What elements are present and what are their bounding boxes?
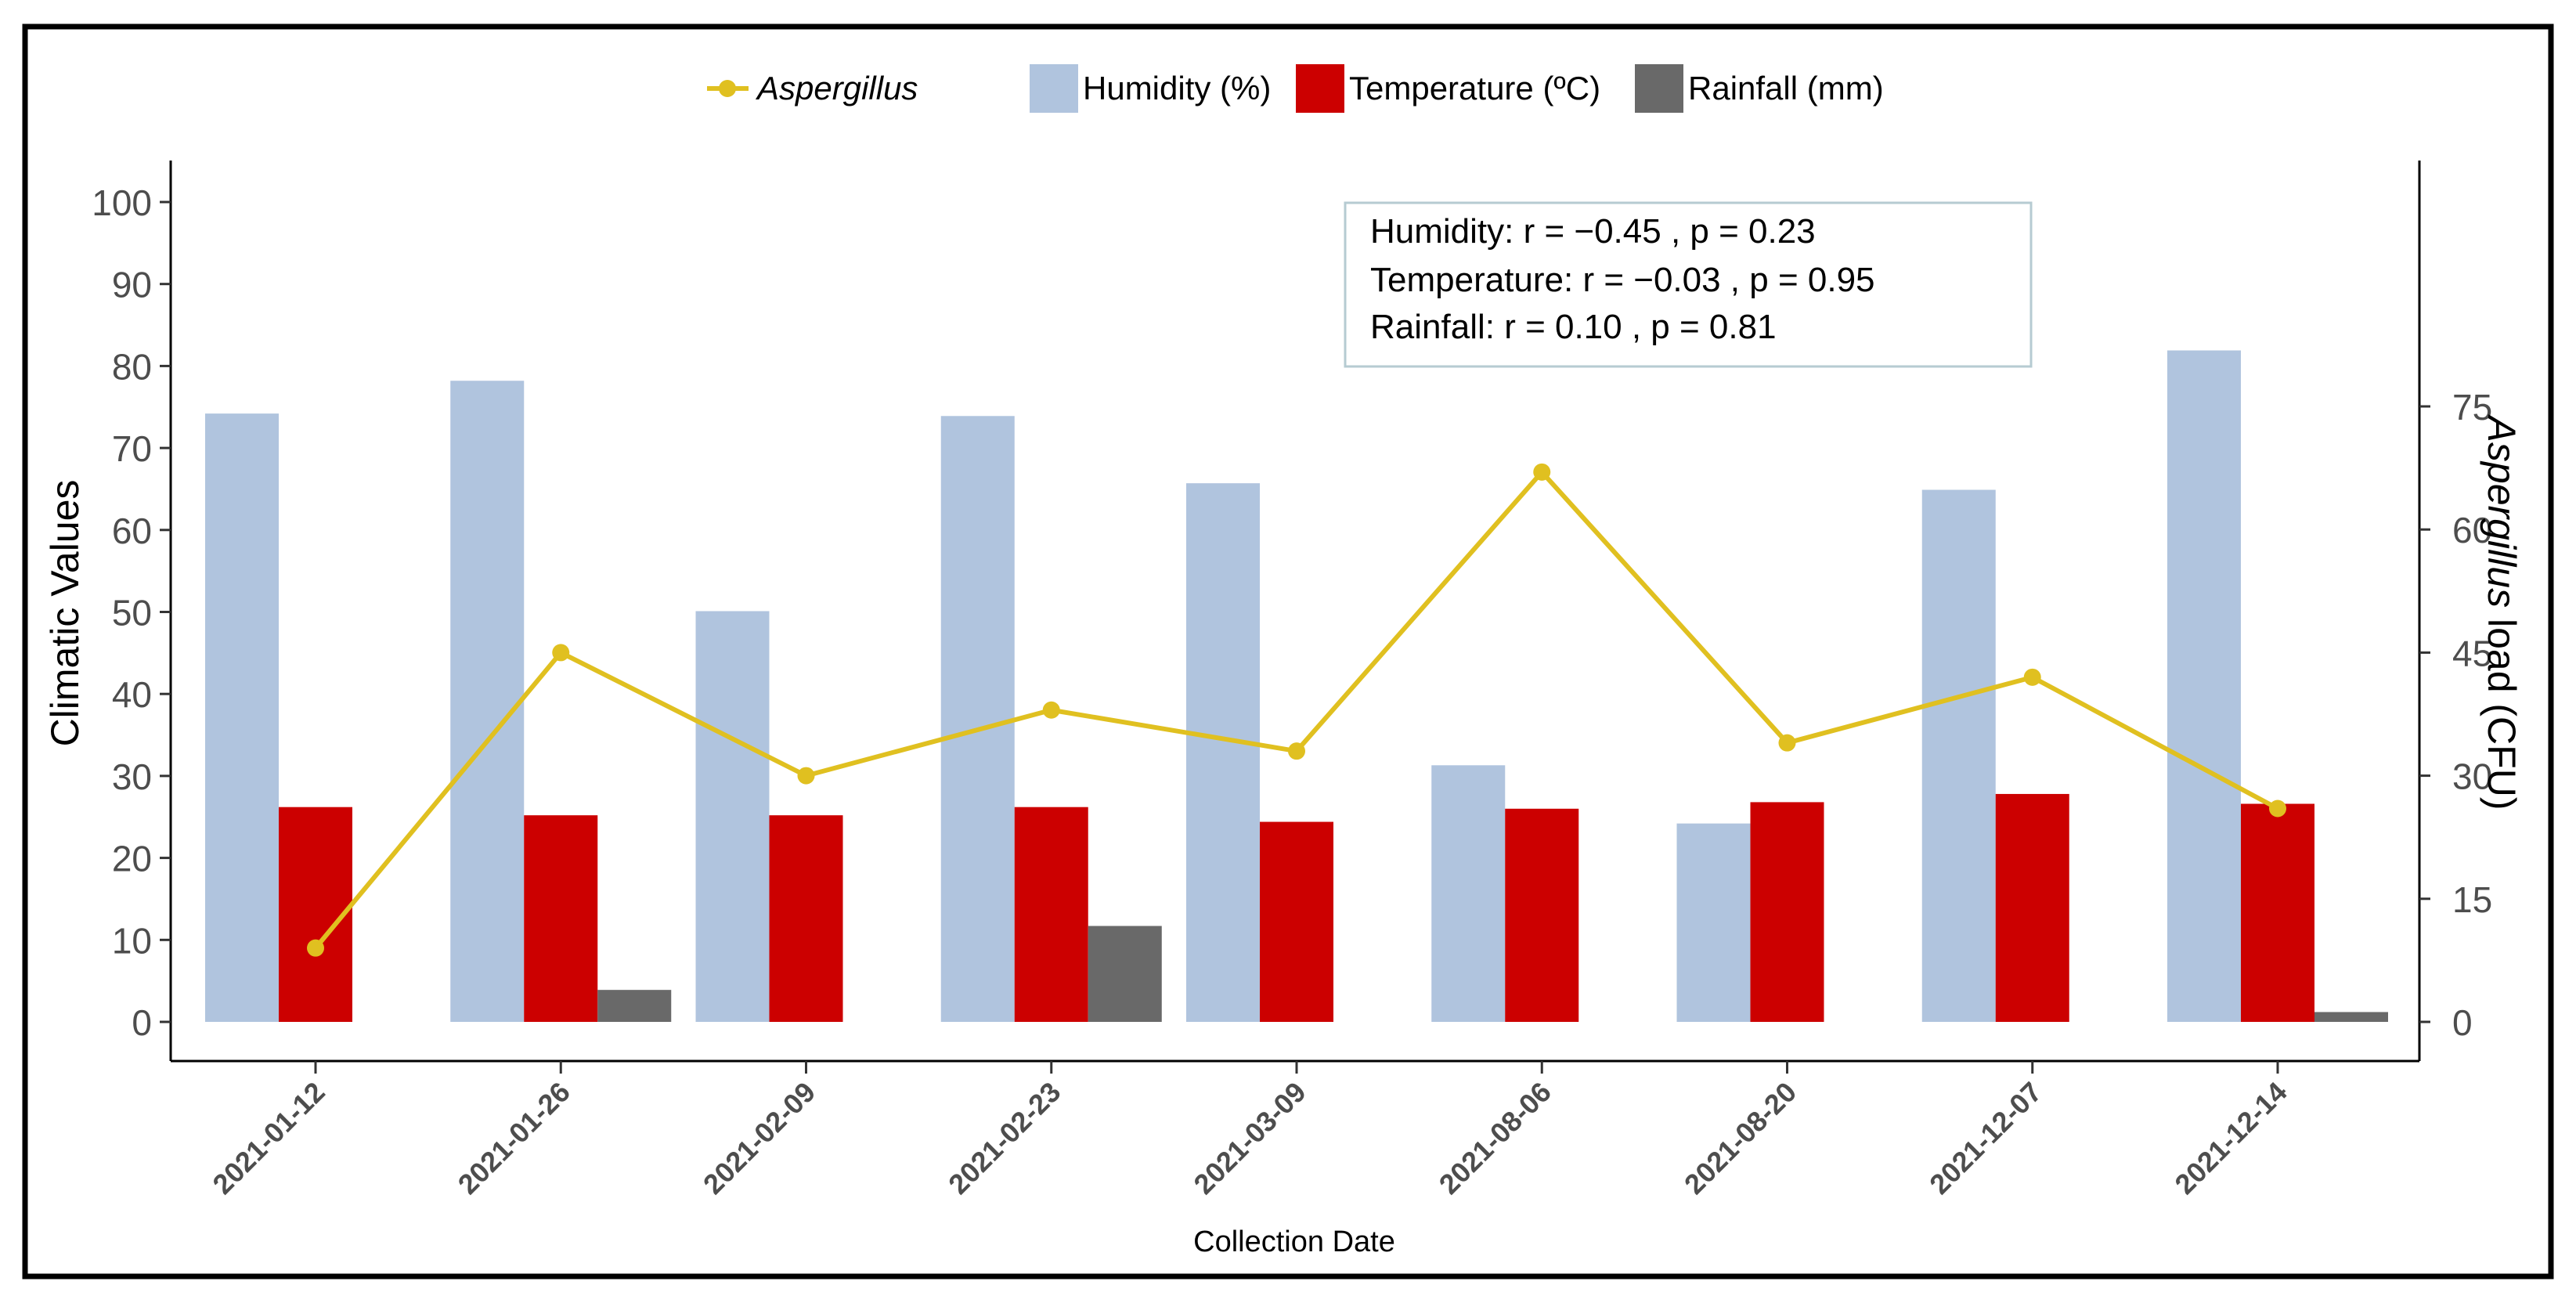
y-tick-label: 30 (112, 756, 152, 797)
legend-marker-aspergillus (719, 80, 736, 97)
bar-temperature-c-2021-01-12 (279, 807, 352, 1022)
bar-rainfall-mm-2021-12-14 (2314, 1012, 2388, 1022)
bar-humidity-2021-01-12 (205, 413, 279, 1022)
legend-item-aspergillus: Aspergillus (707, 70, 918, 106)
bar-temperature-c-2021-08-06 (1505, 808, 1579, 1022)
bar-humidity-2021-02-23 (940, 416, 1015, 1022)
annotation-frame (1344, 201, 2033, 368)
point-aspergillus-2021-03-09 (1288, 742, 1305, 760)
y2-tick-label: 45 (2452, 633, 2492, 673)
bar-temperature-c-2021-08-20 (1750, 802, 1824, 1022)
legend: Aspergillus Humidity (%) Temperature (ºC) R… (707, 64, 1884, 113)
y-tick-label: 50 (112, 593, 152, 633)
bar-humidity-2021-12-07 (1921, 489, 1996, 1022)
y-tick-label: 40 (112, 674, 152, 715)
bar-temperature-c-2021-03-09 (1260, 821, 1333, 1022)
figure-frame (22, 23, 2554, 1280)
y-tick-label: 10 (112, 920, 152, 961)
bar-temperature-c-2021-02-09 (769, 815, 843, 1022)
legend-item-humidity: Humidity (%) (1030, 64, 1271, 113)
y2-tick-label: 60 (2452, 510, 2492, 550)
x-axis-title: Collection Date (1193, 1225, 1395, 1258)
y2-tick-label: 15 (2452, 879, 2492, 920)
bar-rainfall-mm-2021-01-26 (597, 990, 672, 1022)
y2-tick-label: 75 (2452, 387, 2492, 428)
y-tick-label: 70 (112, 428, 152, 469)
y-tick-label: 60 (112, 511, 152, 551)
bar-humidity-2021-03-09 (1186, 483, 1260, 1022)
line-layer (307, 463, 2286, 957)
y2-axis-title-rest: load (CFU) (2480, 608, 2524, 810)
y2-tick-label: 0 (2452, 1002, 2473, 1043)
point-aspergillus-2021-01-12 (307, 939, 324, 957)
bar-humidity-2021-08-20 (1676, 823, 1751, 1022)
legend-label-rainfall-mm: Rainfall (mm) (1688, 70, 1884, 106)
y-axis-title: Climatic Values (43, 480, 87, 747)
y-tick-label: 90 (112, 265, 152, 305)
point-aspergillus-2021-08-06 (1533, 463, 1551, 481)
legend-label-humidity: Humidity (%) (1083, 70, 1271, 106)
bar-temperature-c-2021-12-14 (2241, 803, 2314, 1022)
annotation-line-temperature: Temperature: r = −0.03 , p = 0.95 (1370, 261, 1875, 299)
annotation-line-humidity: Humidity: r = −0.45 , p = 0.23 (1370, 212, 1816, 251)
legend-item-rainfall-mm: Rainfall (mm) (1635, 64, 1884, 113)
point-aspergillus-2021-02-23 (1042, 701, 1060, 719)
point-aspergillus-2021-12-14 (2269, 799, 2286, 818)
y2-axis-title: Aspergillus load (CFU) (2480, 414, 2524, 810)
bar-rainfall-mm-2021-02-23 (1088, 926, 1162, 1022)
point-aspergillus-2021-01-26 (552, 644, 570, 662)
legend-swatch-temperature-c (1296, 64, 1344, 113)
y2-axis-title-italic: Aspergillus (2480, 414, 2524, 608)
bar-humidity-2021-02-09 (695, 611, 770, 1022)
legend-label-aspergillus: Aspergillus (755, 70, 918, 106)
point-aspergillus-2021-12-07 (2023, 668, 2041, 686)
bar-temperature-c-2021-01-26 (524, 815, 598, 1022)
y2-tick-label: 30 (2452, 756, 2492, 797)
point-aspergillus-2021-02-09 (797, 767, 815, 785)
bar-humidity-2021-12-14 (2167, 350, 2241, 1023)
bar-layer (205, 350, 2388, 1023)
bar-temperature-c-2021-02-23 (1014, 807, 1088, 1022)
bar-temperature-c-2021-12-07 (1995, 793, 2069, 1022)
legend-item-temperature-c: Temperature (ºC) (1296, 64, 1600, 113)
y-tick-label: 20 (112, 839, 152, 879)
legend-swatch-rainfall-mm (1635, 64, 1683, 113)
stats-annotation-box: Humidity: r = −0.45 , p = 0.23 Temperatu… (1344, 201, 2033, 368)
legend-label-temperature-c: Temperature (ºC) (1349, 70, 1600, 106)
bar-humidity-2021-01-26 (450, 381, 525, 1023)
y-tick-label: 0 (132, 1002, 152, 1043)
y-tick-label: 100 (92, 182, 152, 223)
legend-swatch-humidity (1030, 64, 1078, 113)
y-tick-label: 80 (112, 346, 152, 387)
point-aspergillus-2021-08-20 (1778, 734, 1796, 752)
annotation-line-rainfall: Rainfall: r = 0.10 , p = 0.81 (1370, 308, 1777, 346)
bar-humidity-2021-08-06 (1431, 765, 1506, 1022)
